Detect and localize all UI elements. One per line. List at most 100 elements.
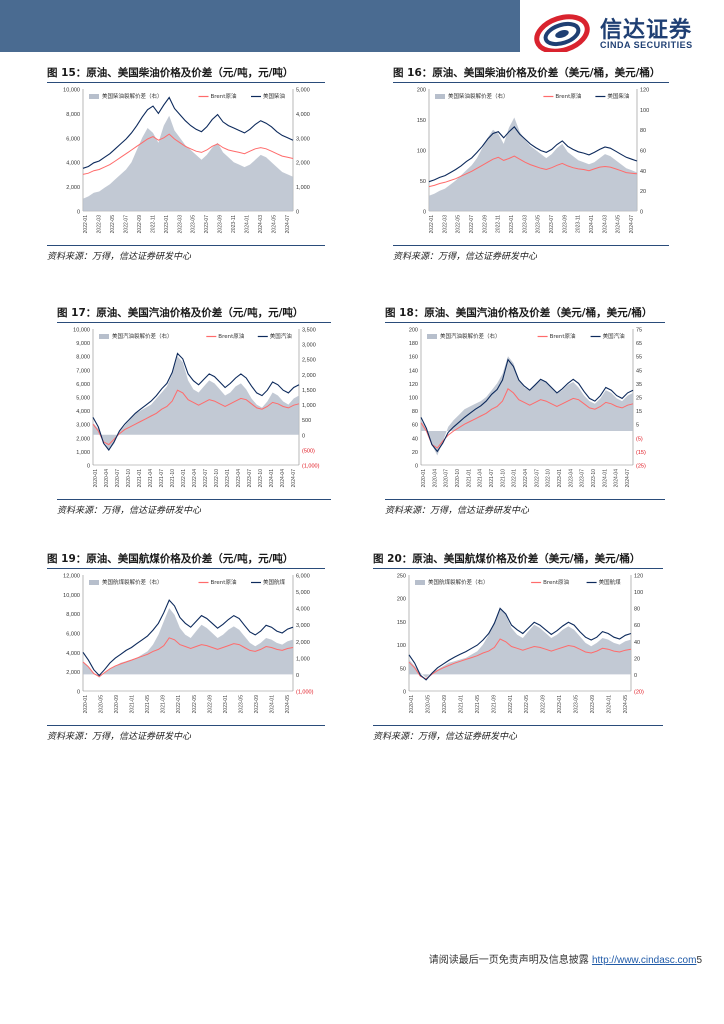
source-rule — [47, 725, 325, 726]
left-tick-label: 10,000 — [63, 88, 80, 94]
right-tick-label: 0 — [296, 673, 299, 679]
left-tick-label: 10,000 — [63, 593, 80, 599]
right-tick-label: 120 — [634, 574, 643, 580]
brent-line — [92, 389, 300, 446]
right-tick-label: 5,000 — [296, 590, 310, 596]
x-tick-label: 2022-01 — [181, 469, 187, 488]
left-tick-label: 200 — [397, 597, 406, 603]
right-tick-label: 35 — [636, 382, 642, 388]
left-tick-label: 140 — [409, 368, 418, 374]
right-tick-label: 20 — [640, 189, 646, 195]
x-tick-label: 2024-01 — [245, 215, 251, 234]
right-tick-label: 60 — [640, 149, 646, 155]
x-tick-label: 2023-07 — [549, 215, 555, 234]
right-tick-label: (5) — [636, 436, 643, 442]
legend-label-product: 美国柴油 — [263, 92, 286, 100]
right-tick-label: 20 — [634, 656, 640, 662]
logo-chinese-name: 信达证券 — [600, 18, 693, 43]
cinda-logo: 信达证券 CINDA SECURITIES — [534, 12, 724, 56]
x-tick-label: 2021-10 — [170, 469, 176, 488]
x-tick-label: 2021-07 — [159, 469, 165, 488]
figure-title: 图 19：原油、美国航煤价格及价差（元/吨，元/吨） — [47, 553, 294, 565]
legend-label-product: 美国柴油 — [607, 92, 630, 100]
title-rule — [385, 322, 665, 323]
left-tick-label: 10,000 — [73, 328, 90, 334]
source-note: 资料来源：万得，信达证券研发中心 — [373, 732, 518, 742]
figure-19: 图 19：原油、美国航煤价格及价差（元/吨，元/吨） 12,000 10,000 8… — [47, 552, 325, 742]
website-link[interactable]: http://www.cindasc.com — [591, 955, 697, 966]
brent-line — [408, 638, 632, 680]
legend-label-brent: Brent原油 — [543, 578, 569, 586]
figure-title: 图 16：原油、美国柴油价格及价差（美元/桶，美元/桶） — [393, 67, 661, 79]
x-tick-label: 2021-09 — [161, 695, 167, 714]
right-tick-label: 40 — [634, 640, 640, 646]
header-bar — [0, 0, 520, 52]
source-rule — [385, 499, 665, 500]
x-tick-label: 2020-04 — [104, 469, 110, 488]
x-tick-label: 2020-07 — [444, 469, 450, 488]
x-tick-label: 2022-07 — [123, 215, 129, 234]
right-tick-label: 55 — [636, 355, 642, 361]
x-tick-label: 2023-01 — [223, 695, 229, 714]
x-tick-label: 2023-03 — [177, 215, 183, 234]
legend-label-brent: Brent原油 — [550, 332, 576, 340]
right-tick-label: 25 — [636, 396, 642, 402]
spread-area — [429, 117, 637, 211]
x-tick-label: 2023-07 — [247, 469, 253, 488]
title-rule — [47, 568, 325, 569]
spread-area — [83, 115, 293, 211]
figure-title: 图 15：原油、美国柴油价格及价差（元/吨，元/吨） — [47, 67, 294, 79]
right-tick-label: (1,000) — [296, 690, 314, 696]
right-tick-label: 3,000 — [296, 136, 310, 142]
left-tick-label: 4,000 — [66, 651, 80, 657]
x-tick-label: 2022-05 — [110, 215, 116, 234]
right-tick-label: 0 — [640, 210, 643, 216]
x-tick-label: 2022-05 — [456, 215, 462, 234]
x-tick-label: 2021-01 — [466, 469, 472, 488]
legend-label-product: 美国航煤 — [263, 578, 286, 586]
left-tick-label: 160 — [409, 355, 418, 361]
x-tick-label: 2020-10 — [126, 469, 132, 488]
x-tick-label: 2022-09 — [541, 695, 547, 714]
brent-line — [428, 155, 638, 188]
figure-title: 图 17：原油、美国汽油价格及价差（元/吨，元/吨） — [57, 307, 304, 319]
left-tick-label: 50 — [400, 666, 406, 672]
x-tick-label: 2021-01 — [130, 695, 136, 714]
x-tick-label: 2023-01 — [557, 695, 563, 714]
right-tick-label: 3,500 — [302, 328, 316, 334]
right-tick-label: 1,000 — [302, 403, 316, 409]
legend-swatch-spread — [415, 580, 425, 585]
legend-label-spread: 美国柴油裂解价差（右） — [448, 92, 509, 100]
product-line — [82, 599, 294, 677]
x-tick-label: 2022-01 — [83, 215, 89, 234]
x-tick-label: 2023-09 — [562, 215, 568, 234]
x-tick-label: 2023-10 — [591, 469, 597, 488]
x-tick-label: 2023-05 — [574, 695, 580, 714]
x-tick-label: 2020-05 — [99, 695, 105, 714]
figure-title: 图 20：原油、美国航煤价格及价差（美元/桶，美元/桶） — [373, 553, 641, 565]
x-tick-label: 2022-11 — [150, 215, 156, 233]
right-tick-label: (20) — [634, 690, 644, 696]
right-tick-label: 100 — [634, 590, 643, 596]
right-tick-label: 2,000 — [302, 373, 316, 379]
x-tick-label: 2022-05 — [524, 695, 530, 714]
x-tick-label: 2023-09 — [590, 695, 596, 714]
left-tick-label: 150 — [417, 118, 426, 124]
x-tick-label: 2023-10 — [258, 469, 264, 488]
legend-label-product: 美国汽油 — [603, 332, 626, 340]
legend-label-brent: Brent原油 — [218, 332, 244, 340]
chart-fig20: 250200150100500120100806040200(20)2020-0… — [397, 574, 644, 714]
x-tick-label: 2021-10 — [500, 469, 506, 488]
right-tick-label: 2,000 — [296, 640, 310, 646]
right-tick-label: 5 — [636, 423, 639, 429]
legend-label-spread: 美国航煤裂解价差（右） — [102, 578, 163, 586]
right-tick-label: 1,000 — [296, 656, 310, 662]
x-tick-label: 2020-07 — [115, 469, 121, 488]
legend-swatch-spread — [435, 94, 445, 99]
legend-label-product: 美国航煤 — [599, 578, 622, 586]
title-rule — [373, 568, 663, 569]
x-tick-label: 2023-05 — [536, 215, 542, 234]
chart-fig17: 10,000 9,000 8,000 7,000 6,000 5,000 4,000 3,00… — [73, 328, 319, 488]
left-tick-label: 100 — [397, 643, 406, 649]
